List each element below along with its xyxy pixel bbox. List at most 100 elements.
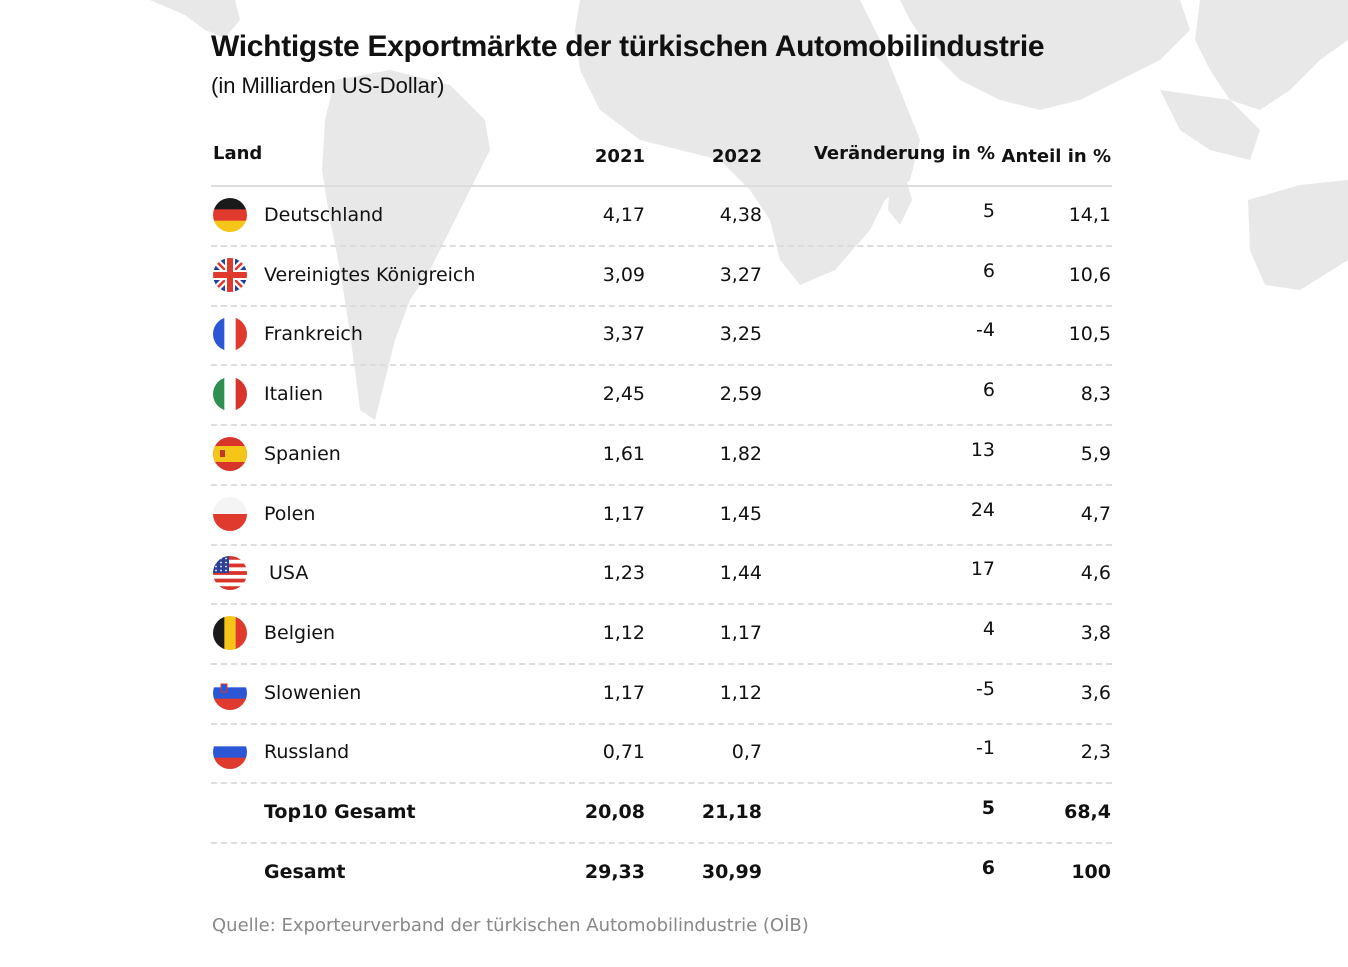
country-name: Deutschland — [264, 204, 384, 226]
value-2021: 2,45 — [602, 383, 645, 406]
value-change: 24 — [970, 498, 995, 521]
usa-flag-icon — [213, 556, 247, 591]
value-change: 4 — [982, 617, 995, 640]
value-share: 4,7 — [1080, 502, 1111, 525]
row-divider — [211, 483, 1112, 486]
country-name: Frankreich — [264, 323, 363, 346]
value-2021: 4,17 — [602, 204, 645, 226]
value-2022: 1,44 — [719, 562, 762, 585]
source-note: Quelle: Exporteurverband der türkischen … — [212, 915, 809, 936]
value-2021: 1,61 — [602, 442, 645, 465]
value-share: 100 — [1071, 860, 1111, 883]
value-2021: 29,33 — [584, 860, 645, 883]
value-2021: 1,23 — [602, 562, 645, 585]
value-2021: 1,17 — [602, 502, 645, 525]
value-change: 13 — [970, 438, 995, 461]
row-divider — [211, 364, 1112, 367]
spain-flag-icon — [213, 436, 247, 471]
row-divider — [211, 304, 1112, 307]
table-row: Deutschland 4,17 4,38 5 14,1 — [211, 186, 1112, 247]
row-divider — [211, 603, 1112, 606]
value-share: 68,4 — [1064, 801, 1111, 823]
column-header-2021: 2021 — [594, 146, 645, 167]
poland-flag-icon — [213, 496, 247, 531]
country-name: Belgien — [264, 621, 336, 644]
value-share: 5,9 — [1080, 442, 1111, 465]
value-change: 6 — [982, 379, 995, 402]
value-change: 5 — [982, 200, 995, 222]
value-2022: 1,82 — [719, 442, 762, 465]
value-change: 6 — [982, 259, 995, 282]
country-name: Russland — [264, 741, 350, 764]
column-header-change: Veränderung in % — [813, 143, 995, 164]
value-2021: 20,08 — [584, 801, 645, 823]
chart-title: Wichtigste Exportmärkte der türkischen A… — [211, 30, 1045, 63]
value-share: 3,8 — [1080, 621, 1111, 644]
column-header-2022: 2022 — [711, 146, 762, 167]
table-row: Russland 0,71 0,7 -1 2,3 — [211, 723, 1112, 785]
row-divider — [211, 543, 1112, 546]
value-2021: 3,09 — [602, 263, 645, 286]
country-name: Vereinigtes Königreich — [264, 263, 476, 286]
value-2022: 2,59 — [719, 383, 762, 406]
row-divider — [211, 782, 1112, 785]
value-share: 4,6 — [1080, 562, 1111, 585]
column-header-share: Anteil in % — [1001, 146, 1111, 167]
table-row: Italien 2,45 2,59 6 8,3 — [211, 365, 1112, 427]
value-2021: 1,17 — [602, 681, 645, 704]
country-name: Polen — [264, 502, 316, 525]
total-row: Top10 Gesamt 20,08 21,18 5 68,4 — [211, 783, 1112, 844]
france-flag-icon — [213, 317, 247, 352]
value-2022: 1,45 — [719, 502, 762, 525]
row-divider — [211, 722, 1112, 725]
header-divider — [211, 185, 1112, 187]
country-name: Top10 Gesamt — [264, 801, 416, 823]
table-row: Belgien 1,12 1,17 4 3,8 — [211, 604, 1112, 665]
table-row: Frankreich 3,37 3,25 -4 10,5 — [211, 305, 1112, 367]
value-share: 14,1 — [1068, 204, 1111, 226]
chart-subtitle: (in Milliarden US-Dollar) — [211, 73, 445, 98]
value-2022: 3,25 — [719, 323, 762, 346]
value-2022: 4,38 — [719, 204, 762, 226]
slovenia-flag-icon — [213, 675, 247, 710]
country-name: USA — [269, 562, 309, 585]
column-header-land: Land — [213, 143, 263, 164]
value-share: 2,3 — [1080, 741, 1111, 764]
row-divider — [211, 842, 1112, 844]
value-2022: 3,27 — [719, 263, 762, 286]
value-2021: 0,71 — [602, 741, 645, 764]
value-change: 6 — [981, 856, 995, 879]
table-row: USA 1,23 1,44 17 4,6 — [211, 544, 1112, 606]
uk-flag-icon — [213, 257, 247, 292]
value-2022: 21,18 — [701, 801, 762, 823]
row-divider — [211, 662, 1112, 665]
table-row: Slowenien 1,17 1,12 -5 3,6 — [211, 664, 1112, 725]
value-change: 17 — [970, 558, 995, 581]
belgium-flag-icon — [213, 615, 247, 650]
table-row: Spanien 1,61 1,82 13 5,9 — [211, 425, 1112, 486]
value-share: 3,6 — [1080, 681, 1111, 704]
italy-flag-icon — [213, 377, 247, 412]
value-2022: 1,17 — [719, 621, 762, 644]
russia-flag-icon — [213, 735, 247, 770]
value-2021: 1,12 — [602, 621, 645, 644]
value-2022: 0,7 — [731, 741, 762, 764]
value-2021: 3,37 — [602, 323, 645, 346]
value-share: 10,5 — [1068, 323, 1111, 346]
row-divider — [211, 424, 1112, 427]
country-name: Gesamt — [264, 860, 346, 883]
value-2022: 1,12 — [719, 681, 762, 704]
country-name: Italien — [264, 383, 323, 406]
table-row: Polen 1,17 1,45 24 4,7 — [211, 485, 1112, 546]
country-name: Slowenien — [264, 681, 362, 704]
total-row: Gesamt 29,33 30,99 6 100 — [211, 843, 1112, 903]
value-change: -5 — [976, 677, 995, 700]
value-change: -4 — [976, 319, 995, 342]
value-2022: 30,99 — [701, 860, 762, 883]
row-divider — [211, 245, 1112, 247]
table-row: Vereinigtes Königreich 3,09 3,27 6 10,6 — [211, 246, 1112, 307]
value-change: 5 — [981, 797, 995, 819]
germany-flag-icon — [213, 198, 247, 232]
